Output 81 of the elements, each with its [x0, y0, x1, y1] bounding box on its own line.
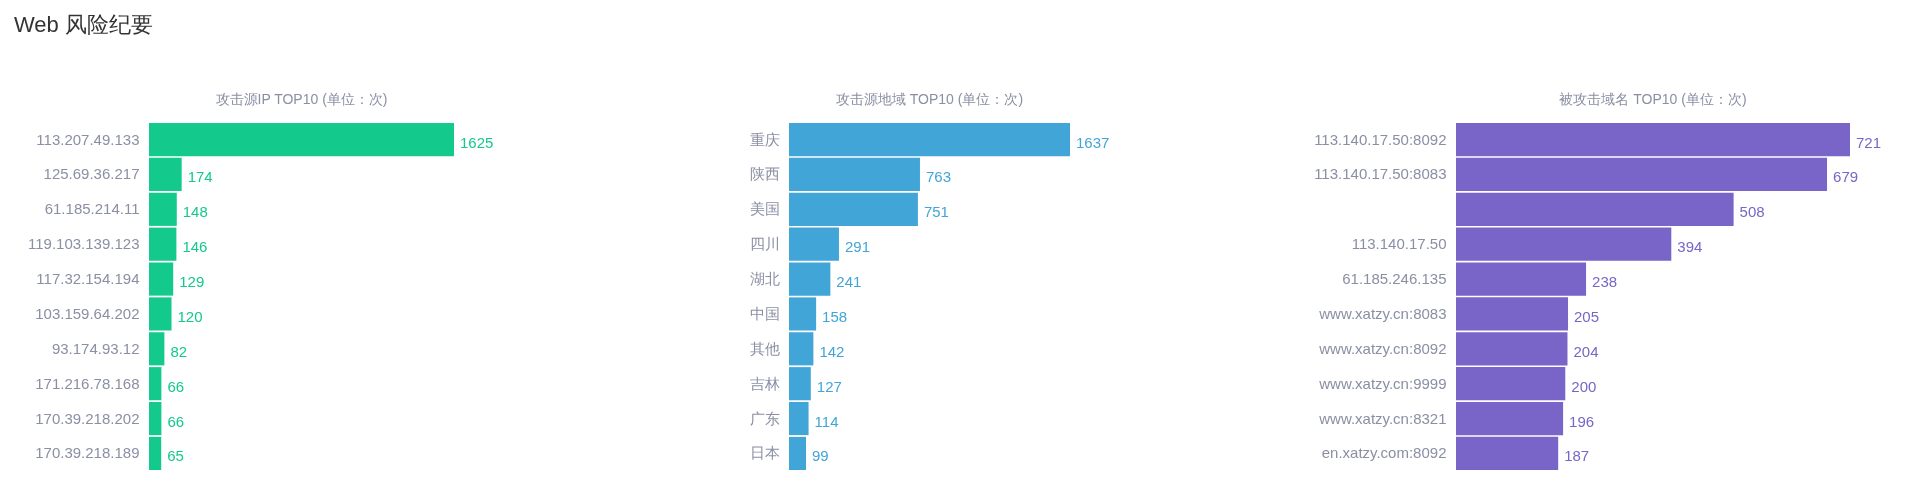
y-tick-label: 陕西: [749, 165, 780, 183]
bar: [1456, 401, 1564, 436]
data-label: 66: [167, 377, 185, 395]
data-label: 158: [822, 307, 848, 325]
chart-title: 攻击源地域 TOP10 (单位：次): [835, 91, 1024, 107]
y-tick-label: www.xatzy.cn:8083: [1318, 304, 1447, 322]
bar: [149, 436, 162, 470]
data-label: 99: [811, 447, 829, 465]
y-tick-label: 113.140.17.50:8092: [1314, 130, 1447, 148]
bar: [1456, 367, 1566, 401]
data-label: 127: [816, 377, 842, 395]
data-label: 1637: [1076, 133, 1110, 151]
data-label: 82: [170, 342, 188, 360]
bar: [149, 401, 162, 436]
y-tick-label: www.xatzy.cn:8092: [1318, 339, 1447, 357]
data-label: 148: [182, 203, 208, 221]
data-label: 65: [167, 447, 184, 465]
data-label: 763: [925, 168, 951, 186]
chart-title: 被攻击域名 TOP10 (单位：次): [1559, 91, 1747, 107]
y-tick-label: 61.185.214.11: [44, 200, 140, 218]
y-tick-label: 113.207.49.133: [36, 130, 140, 148]
bar: [789, 436, 806, 470]
data-label: 196: [1569, 412, 1595, 430]
y-tick-label: 125.69.36.217: [43, 165, 140, 183]
data-label: 187: [1564, 447, 1590, 465]
data-label: 142: [819, 342, 845, 360]
data-label: 241: [836, 273, 862, 291]
bar: [149, 157, 182, 192]
data-label: 129: [179, 273, 205, 291]
y-tick-label: 61.185.246.135: [1342, 270, 1447, 288]
bar: [1456, 192, 1734, 226]
y-tick-label: 重庆: [749, 130, 780, 148]
y-tick-label: 113.140.17.50:8083: [1314, 165, 1447, 183]
y-tick-label: 四川: [749, 235, 780, 253]
chart-title: 攻击源IP TOP10 (单位：次): [215, 91, 388, 107]
data-label: 1625: [460, 133, 494, 151]
data-label: 394: [1677, 238, 1703, 256]
data-label: 751: [923, 203, 949, 221]
y-tick-label: 日本: [749, 444, 780, 462]
y-tick-label: 117.32.154.194: [36, 270, 140, 288]
y-tick-label: 其他: [749, 339, 780, 357]
y-tick-label: 湖北: [749, 270, 780, 288]
data-label: 120: [177, 307, 203, 325]
bar: [149, 123, 454, 157]
y-tick-label: 吉林: [749, 374, 780, 392]
data-label: 205: [1574, 307, 1600, 325]
data-label: 200: [1571, 377, 1597, 395]
y-tick-label: 171.216.78.168: [35, 374, 140, 392]
y-tick-label: 93.174.93.12: [51, 339, 140, 357]
data-label: 204: [1573, 342, 1599, 360]
y-tick-label: 美国: [749, 200, 780, 218]
data-label: 238: [1592, 273, 1618, 291]
data-label: 146: [182, 238, 208, 256]
bar: [149, 367, 162, 401]
bar: [789, 192, 918, 226]
data-label: 508: [1739, 203, 1765, 221]
y-tick-label: www.xatzy.cn:8321: [1318, 409, 1447, 427]
bar: [149, 192, 177, 226]
data-label: 114: [814, 412, 839, 430]
data-label: 721: [1856, 133, 1882, 151]
bar: [1456, 157, 1828, 192]
y-tick-label: 113.140.17.50: [1351, 235, 1447, 253]
y-tick-label: 广东: [749, 409, 780, 427]
bar: [789, 367, 811, 401]
y-tick-label: 170.39.218.202: [35, 409, 140, 427]
data-label: 66: [167, 412, 185, 430]
text: Web 风险纪要: [14, 11, 153, 39]
data-label: 174: [187, 168, 213, 186]
y-tick-label: 119.103.139.123: [28, 235, 140, 253]
bar: [1456, 123, 1850, 157]
bar: [789, 401, 809, 436]
bar: [1456, 436, 1559, 470]
bar: [789, 157, 920, 192]
y-tick-label: www.xatzy.cn:9999: [1318, 374, 1447, 392]
bar: [789, 123, 1070, 157]
y-tick-label: 170.39.218.189: [35, 444, 140, 462]
y-tick-label: 中国: [749, 304, 780, 322]
data-label: 291: [844, 238, 870, 256]
y-tick-label: en.xatzy.com:8092: [1321, 444, 1447, 462]
y-tick-label: 103.159.64.202: [35, 304, 140, 322]
data-label: 679: [1833, 168, 1859, 186]
